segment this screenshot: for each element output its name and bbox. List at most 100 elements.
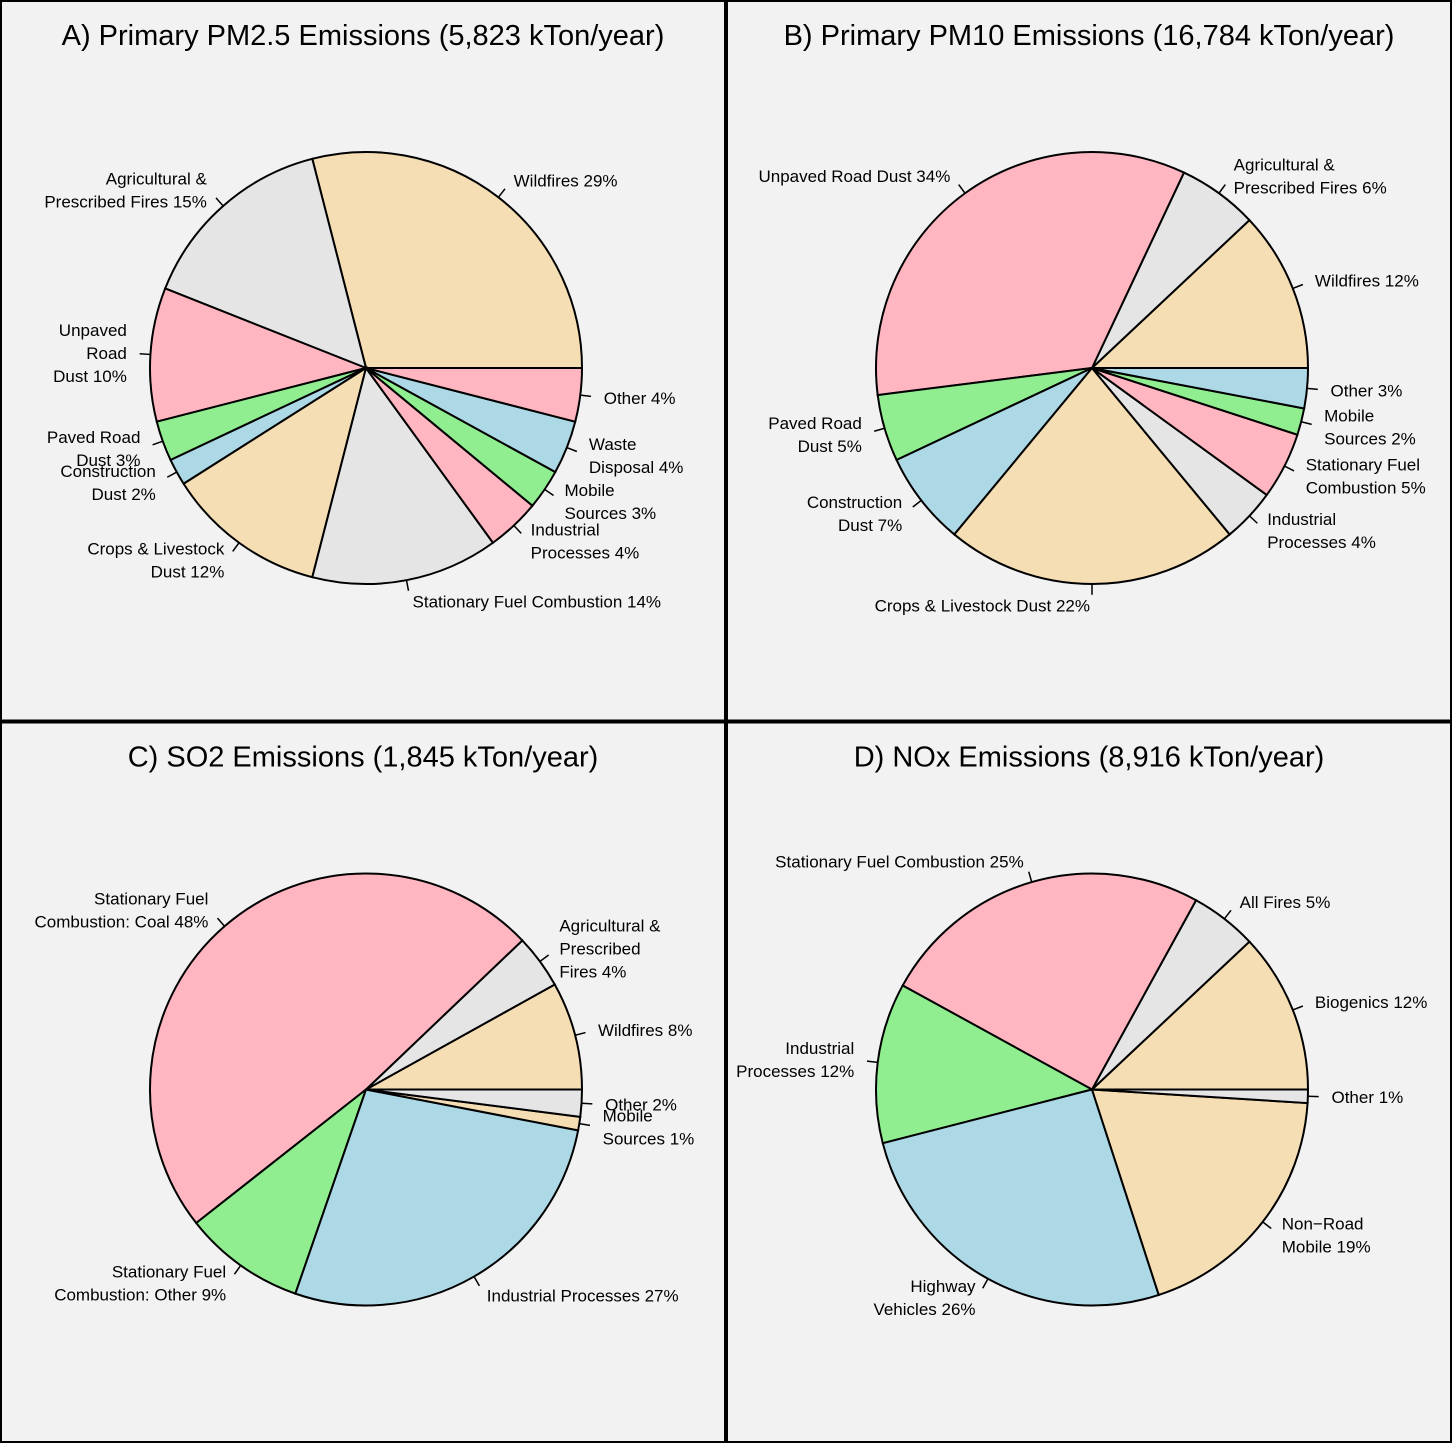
chart-title: C) SO2 Emissions (1,845 kTon/year) [128,742,599,774]
slice-label-line: Paved Road [47,428,141,447]
label-leader [405,580,410,591]
pie-slice [1091,1088,1310,1105]
slice-label-line: Vehicles 26% [873,1300,975,1319]
slice-label-line: Paved Road [768,414,862,433]
label-leader [544,488,555,497]
slice-label-line: Wildfires 29% [514,171,618,190]
label-leader [982,1278,989,1289]
label-leader [497,188,506,198]
label-leader [566,446,578,453]
slice-label-line: Industrial [1267,510,1336,529]
pie-slice [952,366,1232,585]
pie-slice [149,872,524,1225]
slice-label-line: Other 2% [605,1096,677,1115]
pie-slice [365,1088,584,1118]
slice-label: Mobile Sources 1% [603,1107,695,1149]
slice-label-line: Dust 5% [798,437,862,456]
slice-label-line: Prescribed Fires 15% [44,192,207,211]
slice-label-line: Mobile 19% [1282,1238,1371,1257]
slice-label: Non−Road Mobile 19% [1282,1215,1371,1257]
slice-label-line: Disposal 4% [589,458,684,477]
slice-label: Wildfires 8% [598,1021,692,1040]
slice-label-line: Construction [807,493,902,512]
slice-label: Construction Dust 2% [60,462,155,504]
slice-label: Industrial Processes 4% [531,521,640,563]
label-leader [574,1031,586,1036]
slice-label-line: Dust 12% [151,563,225,582]
slice-label: Waste Disposal 4% [589,435,684,477]
chart-title: D) NOx Emissions (8,916 kTon/year) [854,742,1325,774]
slice-label-line: Stationary Fuel [94,889,208,908]
slice-label: Other 3% [1331,381,1403,400]
label-leader [1306,387,1318,391]
slice-label-line: Combustion: Coal 48% [35,912,209,931]
pie-slice [194,1086,369,1295]
slice-label-line: Unpaved Road Dust 34% [758,167,950,186]
slice-label-line: Other 3% [1331,381,1403,400]
slice-label-line: Wildfires 8% [598,1021,692,1040]
slice-label-line: Processes 4% [531,544,640,563]
panel: A) Primary PM2.5 Emissions (5,823 kTon/y… [0,0,726,722]
label-leader [216,917,226,927]
slice-label-line: Stationary Fuel Combustion 14% [413,592,662,611]
label-leader [866,1060,878,1064]
label-leader [1248,515,1258,524]
slice-label-line: Industrial [785,1039,854,1058]
label-leader [232,542,240,552]
slice-label: Agricultural & Prescribed Fires 15% [44,169,207,211]
slice-label-line: Sources 2% [1324,430,1416,449]
label-leader [579,1122,591,1127]
label-leader [1028,871,1033,883]
slice-label-line: Dust 2% [92,485,156,504]
slice-label: Crops & Livestock Dust 12% [87,540,224,582]
slice-label: Wildfires 12% [1315,272,1419,291]
panel-background [726,0,1452,722]
slice-label: Stationary Fuel Combustion: Other 9% [54,1263,226,1305]
chart-title: A) Primary PM2.5 Emissions (5,823 kTon/y… [62,20,665,52]
panel: D) NOx Emissions (8,916 kTon/year) Biogen… [726,721,1452,1443]
slice-label-line: Prescribed Fires 6% [1234,178,1387,197]
slice-label-line: Wildfires 12% [1315,272,1419,291]
label-leader [233,1265,242,1275]
slice-label-line: Mobile [603,1107,653,1126]
slice-label: Mobile Sources 2% [1324,407,1416,449]
label-leader [1218,184,1226,194]
slice-label-line: Sources 3% [565,504,657,523]
slice-label-line: Processes 4% [1267,533,1376,552]
label-leader [580,394,592,398]
slice-label-line: Other 4% [604,389,676,408]
slice-label: Agricultural & Prescribed Fires 6% [1234,155,1387,197]
slice-label: Biogenics 12% [1315,993,1427,1012]
label-leader [1301,420,1312,426]
slice-label-line: Sources 1% [603,1130,695,1149]
label-leader [473,1276,481,1287]
slice-label-line: Dust 3% [76,451,140,470]
slice-label: Industrial Processes 4% [1267,510,1376,552]
slice-label-line: Industrial [531,521,600,540]
label-leader [1292,283,1304,290]
slice-label: Industrial Processes 12% [736,1039,854,1081]
slice-label-line: Crops & Livestock [87,540,224,559]
slice-label-line: Fires 4% [559,963,626,982]
pie-slice [311,151,584,369]
slice-label-line: Agricultural & [106,169,208,188]
label-leader [1262,1221,1272,1230]
panel: C) SO2 Emissions (1,845 kTon/year) Wildfi… [0,721,726,1443]
label-leader [581,1102,593,1105]
slice-label-line: Combustion 5% [1306,478,1426,497]
label-leader [873,427,885,432]
slice-label: Stationary Fuel Combustion 5% [1306,455,1426,497]
slice-label: All Fires 5% [1240,893,1331,912]
slice-label: Construction Dust 7% [807,493,902,535]
slice-label-line: Stationary Fuel [1306,455,1420,474]
slice-label: Unpaved Road Dust 10% [53,321,127,386]
label-leader [139,353,151,356]
slice-label-line: Waste [589,435,637,454]
slice-label-line: Unpaved [59,321,127,340]
slice-label: Other 2% [605,1096,677,1115]
slice-label-line: Road [86,344,127,363]
slice-label: Wildfires 29% [514,171,618,190]
label-leader [958,184,966,194]
slice-label-line: Non−Road [1282,1215,1364,1234]
